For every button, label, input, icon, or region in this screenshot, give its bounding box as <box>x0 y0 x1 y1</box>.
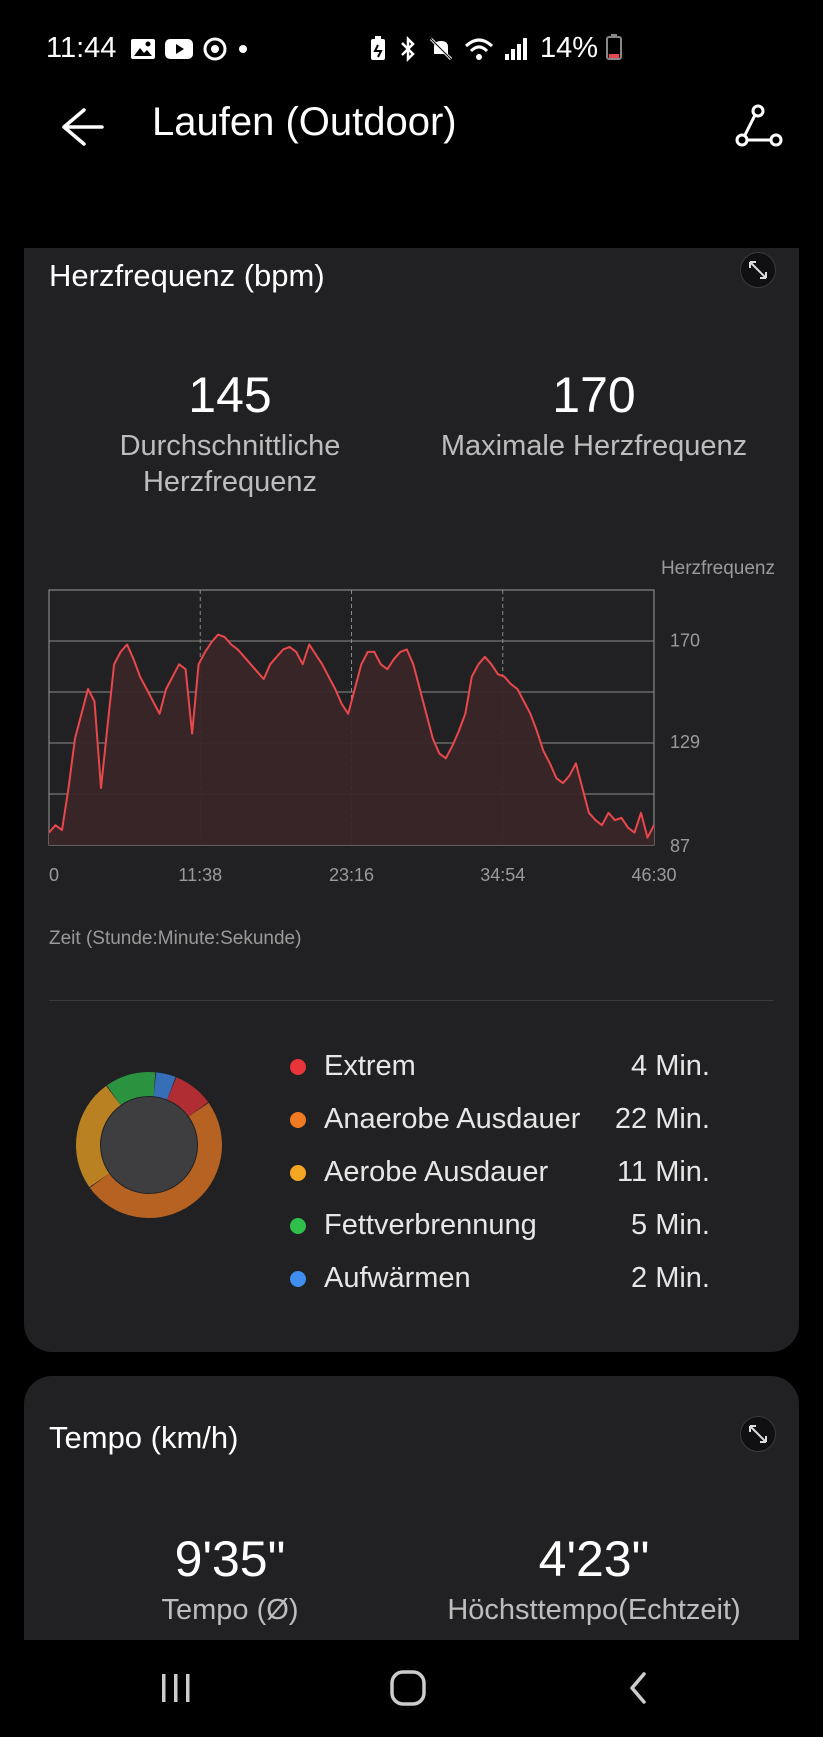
wifi-icon <box>464 38 494 60</box>
back-arrow-icon[interactable] <box>56 104 106 150</box>
sync-icon <box>203 37 227 61</box>
status-bar: 11:44 14% <box>0 0 823 100</box>
home-icon[interactable] <box>388 1668 428 1708</box>
divider <box>49 1000 774 1001</box>
zone-color-dot <box>290 1058 306 1075</box>
heart-rate-line <box>48 633 655 839</box>
avg-tempo: 9'35" Tempo (Ø) <box>50 1530 410 1628</box>
notification-icons <box>130 36 250 62</box>
y-tick-label: 87 <box>670 836 690 856</box>
zone-color-dot <box>290 1111 306 1128</box>
heart-rate-chart[interactable]: 87 129 170 0 11:38 23:16 34:54 46:30 <box>24 588 799 928</box>
y-tick-label: 170 <box>670 631 700 651</box>
mute-icon <box>429 37 453 61</box>
back-nav-icon[interactable] <box>624 1670 654 1706</box>
avg-heart-rate-label: Durchschnittliche Herzfrequenz <box>50 428 410 500</box>
avg-tempo-value: 9'35" <box>174 1531 286 1587</box>
tempo-card: Tempo (km/h) 9'35" Tempo (Ø) 4'23" Höchs… <box>24 1376 799 1640</box>
zone-duration: 5 Min. <box>631 1209 710 1241</box>
x-tick-label: 0 <box>49 865 59 885</box>
signal-icon <box>505 38 527 60</box>
zone-label: Extrem <box>324 1050 416 1082</box>
max-heart-rate-label: Maximale Herzfrequenz <box>440 430 748 462</box>
avg-tempo-label: Tempo (Ø) <box>161 1594 299 1626</box>
donut-segment <box>89 1102 222 1218</box>
dot-icon <box>239 45 247 53</box>
zone-item-aerob: Aerobe Ausdauer 11 Min. <box>286 1146 766 1199</box>
avg-heart-rate: 145 Durchschnittliche Herzfrequenz <box>50 366 410 500</box>
system-icons <box>368 36 528 62</box>
route-map-icon[interactable] <box>734 102 784 152</box>
status-time: 11:44 <box>46 32 117 64</box>
bluetooth-icon <box>401 36 415 62</box>
zone-item-extrem: Extrem 4 Min. <box>286 1040 766 1093</box>
x-tick-label: 23:16 <box>329 865 374 885</box>
expand-tempo-chart-button[interactable] <box>740 1416 776 1452</box>
battery-text: 14% <box>540 32 599 64</box>
zone-label: Fettverbrennung <box>324 1209 537 1241</box>
zone-duration: 11 Min. <box>617 1156 710 1188</box>
zone-color-dot <box>290 1217 306 1234</box>
donut-center <box>101 1097 197 1193</box>
max-tempo-label: Höchsttempo(Echtzeit) <box>447 1594 741 1626</box>
x-axis-label: Zeit (Stunde:Minute:Sekunde) <box>49 928 302 949</box>
zone-duration: 2 Min. <box>631 1262 710 1294</box>
app-bar: Laufen (Outdoor) <box>0 84 823 168</box>
system-nav-bar <box>0 1640 823 1737</box>
battery-saver-icon <box>371 36 385 60</box>
zone-item-fettverbrennung: Fettverbrennung 5 Min. <box>286 1199 766 1252</box>
chart-legend: Herzfrequenz <box>660 558 775 579</box>
heart-rate-card: Herzfrequenz (bpm) 145 Durchschnittliche… <box>24 248 799 1352</box>
zone-label: Aufwärmen <box>324 1262 471 1294</box>
max-tempo: 4'23" Höchsttempo(Echtzeit) <box>414 1530 774 1628</box>
zone-item-aufwaermen: Aufwärmen 2 Min. <box>286 1252 766 1305</box>
x-tick-label: 11:38 <box>178 865 222 885</box>
recent-apps-icon[interactable] <box>158 1670 194 1706</box>
avg-heart-rate-value: 145 <box>188 367 272 423</box>
zone-color-dot <box>290 1270 306 1287</box>
max-heart-rate: 170 Maximale Herzfrequenz <box>414 366 774 464</box>
page-title: Laufen (Outdoor) <box>152 100 457 144</box>
x-tick-label: 46:30 <box>631 865 676 885</box>
donut-segment <box>106 1072 156 1106</box>
zone-label: Aerobe Ausdauer <box>324 1156 549 1188</box>
donut-segment <box>167 1077 209 1117</box>
expand-icon <box>749 261 767 279</box>
youtube-icon <box>165 39 193 59</box>
max-heart-rate-value: 170 <box>552 367 636 423</box>
zone-duration: 22 Min. <box>614 1103 710 1135</box>
heart-rate-title: Herzfrequenz (bpm) <box>49 258 325 293</box>
tempo-title: Tempo (km/h) <box>49 1420 239 1455</box>
max-tempo-value: 4'23" <box>538 1531 650 1587</box>
gallery-icon <box>131 39 155 59</box>
donut-segment <box>76 1085 121 1188</box>
heart-rate-area <box>49 634 654 845</box>
battery-icon <box>606 34 623 60</box>
avg-label-line-2: Herzfrequenz <box>142 466 318 498</box>
avg-label-line-1: Durchschnittliche <box>119 430 341 462</box>
zone-item-anaerob: Anaerobe Ausdauer 22 Min. <box>286 1093 766 1146</box>
expand-heart-chart-button[interactable] <box>740 252 776 288</box>
donut-segment <box>153 1072 176 1100</box>
zone-label: Anaerobe Ausdauer <box>324 1103 581 1135</box>
heart-zone-list: Extrem 4 Min. Anaerobe Ausdauer 22 Min. … <box>286 1040 766 1305</box>
x-tick-label: 34:54 <box>480 865 525 885</box>
battery-percent: 14% <box>540 32 623 65</box>
y-tick-label: 129 <box>670 732 700 752</box>
zone-duration: 4 Min. <box>631 1050 710 1082</box>
zone-color-dot <box>290 1164 306 1181</box>
expand-icon <box>749 1425 767 1443</box>
heart-zone-donut <box>76 1072 222 1218</box>
